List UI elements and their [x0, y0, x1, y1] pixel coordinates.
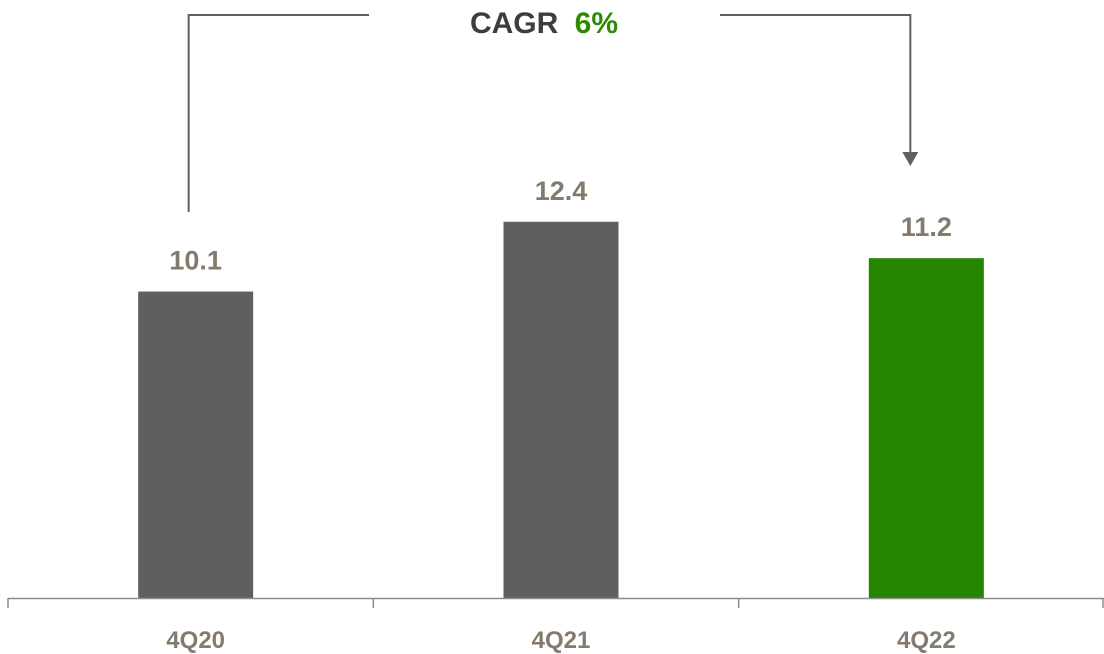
category-labels-group: 4Q20 4Q21 4Q22 — [166, 627, 955, 654]
bar-4q20 — [138, 291, 254, 598]
cagr-label: CAGR 6% — [470, 7, 618, 40]
cagr-bracket-left — [187, 14, 369, 212]
bar-4q21 — [503, 221, 619, 598]
cagr-value-text: 6% — [575, 7, 618, 40]
category-label-4q21: 4Q21 — [532, 627, 591, 654]
cagr-label-text: CAGR — [470, 7, 559, 40]
value-label-4q20: 10.1 — [169, 246, 222, 276]
bar-4q22 — [868, 258, 984, 598]
x-axis — [7, 597, 1104, 608]
cagr-bracket-right — [720, 14, 912, 152]
bars-group — [138, 221, 984, 598]
value-label-4q21: 12.4 — [535, 176, 588, 206]
cagr-annotation: CAGR 6% — [187, 7, 919, 212]
category-label-4q20: 4Q20 — [166, 627, 225, 654]
cagr-arrowhead — [902, 152, 919, 166]
value-labels-group: 10.1 12.4 11.2 — [169, 176, 951, 276]
value-label-4q22: 11.2 — [901, 212, 952, 242]
category-label-4q22: 4Q22 — [897, 627, 956, 654]
